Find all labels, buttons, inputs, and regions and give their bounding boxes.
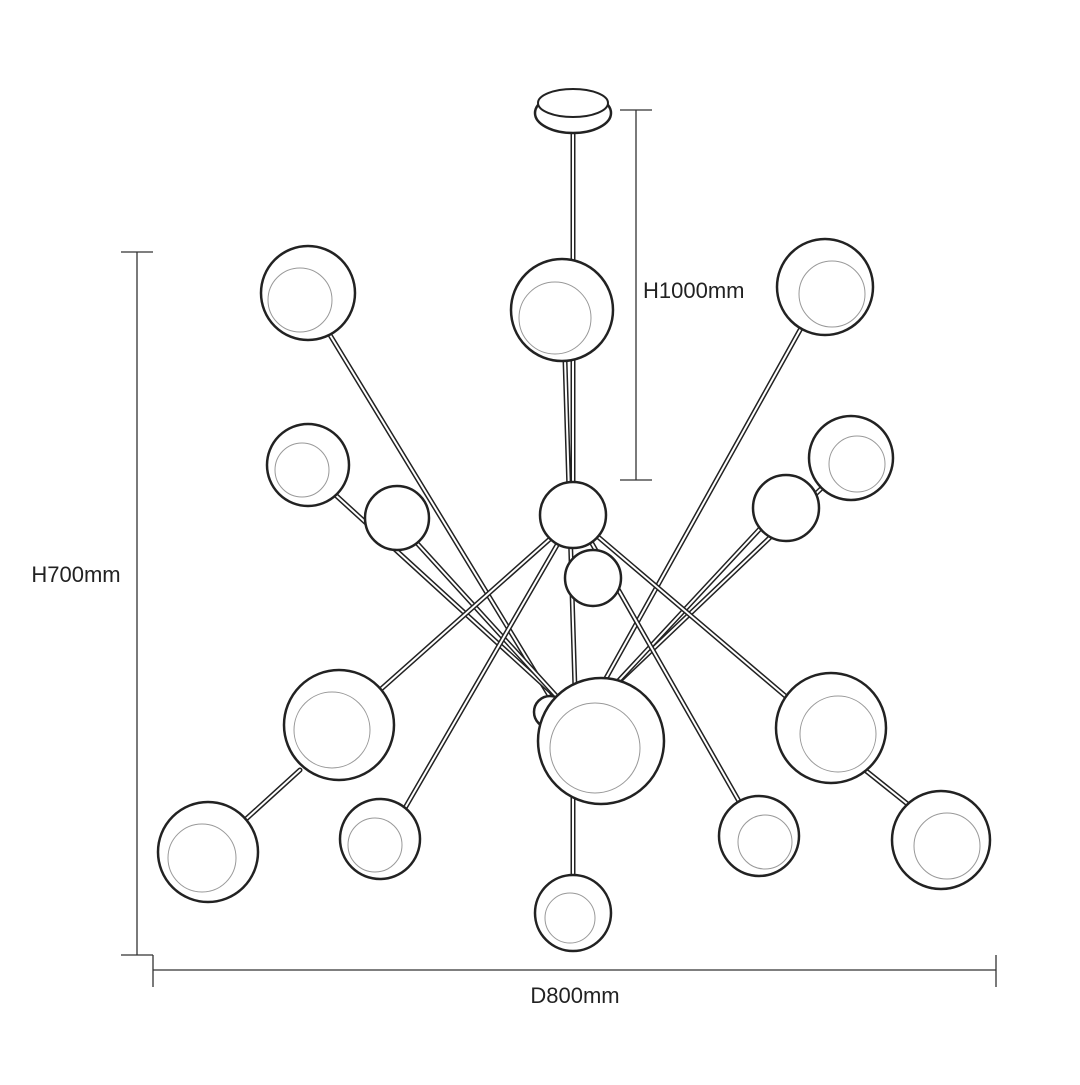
dimension-lines <box>121 109 997 987</box>
diameter-label: D800mm <box>530 983 619 1008</box>
canopy <box>533 88 613 135</box>
globes <box>156 237 992 953</box>
arms <box>242 117 918 883</box>
height-body-label: H700mm <box>31 562 120 587</box>
height-total-label: H1000mm <box>643 278 744 303</box>
